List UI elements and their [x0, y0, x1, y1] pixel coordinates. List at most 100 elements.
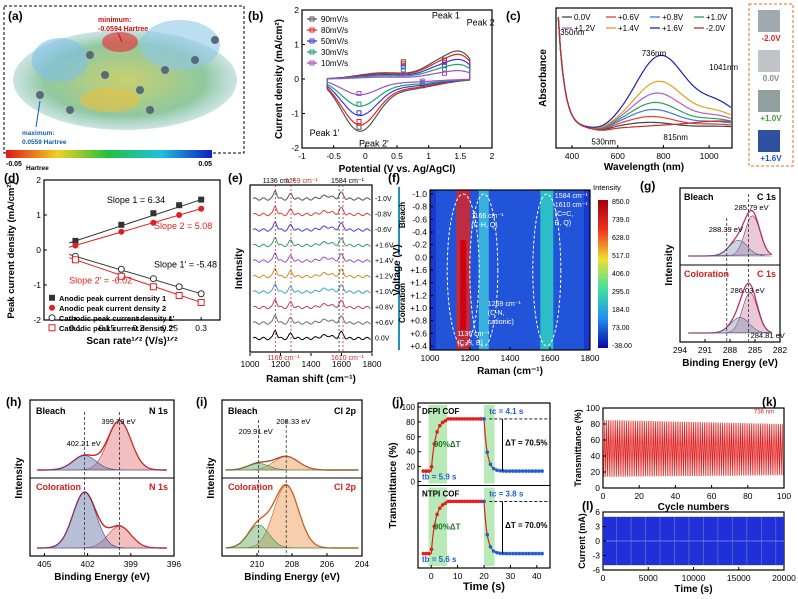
x-tick-label: 2: [490, 151, 495, 161]
x-tick-label: 405: [37, 559, 51, 569]
trace-point: [457, 417, 461, 421]
peak-annotation: 350nm: [560, 28, 585, 37]
legend-marker: [49, 304, 55, 311]
y-tick-label: 20: [406, 463, 415, 472]
x-tick-label: 0: [429, 571, 434, 581]
legend-label: +1.4V: [618, 24, 640, 33]
trace-point: [540, 551, 544, 556]
trace-point: [457, 499, 461, 504]
trace-point: [435, 512, 439, 517]
x-axis-label: Wavelength (nm): [604, 162, 684, 173]
atom: [66, 106, 74, 114]
core-level-label: N 1s: [149, 406, 168, 416]
panel-label: (e): [228, 171, 243, 185]
y-tick-label: 0: [294, 74, 299, 84]
y-tick-label: -1: [291, 109, 299, 119]
trace-point: [451, 499, 456, 504]
y-tick-label: 60: [591, 435, 601, 445]
y-tick-label: -3: [592, 551, 600, 561]
trace-point: [511, 551, 515, 556]
band-note: 1166 cm⁻¹: [471, 213, 504, 220]
y-tick-label: 80: [591, 419, 601, 429]
x-tick-label: 30: [506, 571, 516, 581]
esp-blue-lobe: [32, 38, 88, 82]
x-tick-label: 288: [723, 345, 737, 355]
data-point: [198, 196, 205, 203]
x-axis-label: Time (s): [674, 584, 712, 595]
cv-marker: [356, 90, 362, 96]
esp-min-value: -0.0594 Hartree: [98, 26, 148, 33]
trace-point: [429, 465, 434, 469]
plot-frame-k: [602, 407, 785, 489]
y-tick-label: 6: [595, 507, 600, 517]
x-axis-label: Time (s): [463, 581, 505, 593]
panel-label: (h): [6, 395, 21, 409]
trace-point: [421, 551, 426, 556]
trace-point: [479, 499, 484, 504]
peak-label: Peak 2': [359, 138, 389, 148]
trace-point: [424, 469, 428, 473]
legend-label: +0.6V: [618, 13, 640, 22]
esp-yellow-region: [80, 88, 140, 112]
state-label: Coloration: [228, 482, 273, 492]
trace-point: [517, 551, 522, 556]
y-axis-label: Current density (mA/cm²): [274, 19, 285, 139]
spectrum-voltage-label: 0.0V: [375, 336, 390, 343]
x-tick-label: 399: [124, 559, 138, 569]
x-tick-label: 285: [748, 345, 762, 355]
peak-label: 288.39 eV: [709, 225, 743, 234]
panel-label: (k): [762, 395, 777, 409]
x-tick-label: 1000: [421, 353, 440, 363]
slope-label: Slope 1 = 6.34: [107, 195, 165, 205]
x-tick-label: 396: [167, 559, 181, 569]
electrode-voltage-label: -2.0V: [761, 34, 781, 43]
peak-label: 209.91 eV: [239, 427, 273, 436]
atom: [191, 56, 199, 64]
trace-point: [443, 418, 448, 423]
x-tick-label: -0.5: [326, 151, 341, 161]
y-tick-label: 80: [406, 418, 415, 427]
band-label: 1610 cm⁻¹: [331, 355, 365, 362]
trace-point: [427, 551, 431, 556]
trace-point: [537, 469, 541, 473]
trace-point: [460, 417, 464, 421]
y-tick-label: -0.2: [412, 240, 427, 250]
state-label: Bleach: [684, 192, 714, 202]
cv-curve: [326, 58, 471, 117]
x-tick-label: 210: [250, 559, 264, 569]
electrode-voltage-label: +1.6V: [760, 154, 782, 163]
raman-spectrum: [252, 283, 371, 294]
raman-spectrum: [252, 314, 371, 325]
y-tick-label: 2: [294, 5, 299, 15]
cv-marker: [356, 119, 362, 125]
peak-label: 285.79 eV: [734, 203, 768, 212]
trace-point: [476, 499, 481, 504]
trace-point: [537, 551, 541, 556]
x-tick-label: 10: [453, 571, 463, 581]
y-tick-label: -6: [592, 565, 600, 575]
x-axis-label: Cycle numbers: [658, 502, 730, 513]
data-point: [149, 275, 157, 283]
colorbar-tick-label: 517.0: [612, 253, 630, 260]
data-point: [197, 290, 205, 298]
trace-point: [462, 417, 467, 421]
trace-point: [524, 551, 528, 556]
peak-label: 399.79 eV: [101, 417, 135, 426]
spectrum-voltage-label: +1.0V: [375, 289, 394, 296]
peak-annotation: 736nm: [642, 49, 667, 58]
trace-point: [443, 501, 448, 506]
x-tick-label: 208: [285, 559, 299, 569]
trace-point: [465, 417, 470, 421]
peak-label: Peak 1: [432, 11, 460, 21]
trace-point: [488, 544, 493, 549]
slope-label: Slope 1' = -5.48: [154, 260, 217, 270]
switch-window: [484, 405, 495, 484]
cv-marker: [356, 110, 362, 116]
data-point: [117, 265, 125, 273]
y-tick-label: 0: [595, 483, 600, 493]
x-tick-label: 294: [673, 345, 687, 355]
spectrum-voltage-label: +1.2V: [375, 274, 394, 281]
trace-point: [462, 499, 467, 504]
trace-point: [520, 469, 525, 473]
x-tick-label: 1800: [363, 359, 382, 369]
